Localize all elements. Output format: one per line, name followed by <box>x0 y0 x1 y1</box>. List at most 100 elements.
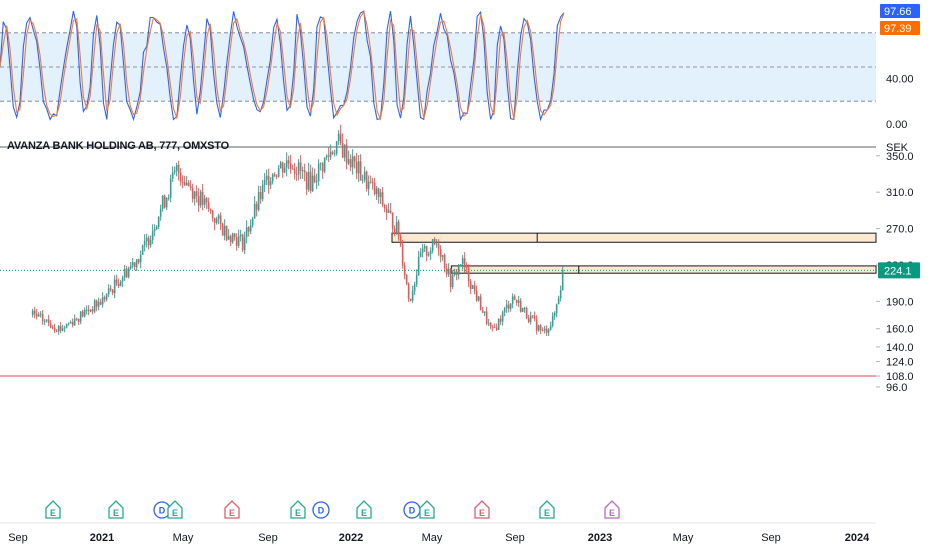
candle <box>193 191 196 206</box>
earnings-marker[interactable]: E <box>474 500 490 519</box>
candle-body <box>305 172 308 190</box>
candle <box>359 154 362 181</box>
candle <box>171 166 174 182</box>
candle <box>331 150 334 155</box>
candle-body <box>369 181 372 183</box>
candle-body <box>535 319 538 331</box>
candle-body <box>409 298 412 301</box>
k-value-badge-bg <box>880 4 920 18</box>
candle <box>127 266 130 279</box>
candle-body <box>259 192 262 200</box>
candle <box>129 261 132 270</box>
candle <box>343 144 346 162</box>
candle <box>285 152 288 177</box>
candle <box>515 299 518 306</box>
dividend-marker[interactable]: D <box>403 501 421 519</box>
candle-body <box>165 197 168 208</box>
candle-body <box>379 192 382 198</box>
earnings-marker[interactable]: E <box>356 500 372 519</box>
candle-body <box>359 161 362 181</box>
candle <box>61 324 64 332</box>
candle <box>237 229 240 249</box>
candle <box>463 252 466 273</box>
candle <box>217 213 220 225</box>
earnings-marker[interactable]: E <box>45 500 61 519</box>
candle <box>377 187 380 204</box>
candle-body <box>363 171 366 180</box>
oscillator-pane <box>0 10 876 122</box>
candle-body <box>159 208 162 217</box>
candle <box>39 311 42 318</box>
dividend-marker[interactable]: D <box>312 501 330 519</box>
candle <box>269 177 272 190</box>
candle <box>525 306 528 320</box>
candle <box>211 209 214 222</box>
earnings-marker[interactable]: E <box>167 500 183 519</box>
candle-body <box>407 283 410 299</box>
candle <box>553 311 556 320</box>
candle-body <box>289 163 292 169</box>
candle <box>533 311 536 322</box>
candle-body <box>75 318 78 320</box>
time-axis-label: Sep <box>8 532 28 544</box>
candle <box>103 295 106 303</box>
candle-body <box>525 308 528 319</box>
candle-body <box>87 309 90 312</box>
candle <box>497 318 500 331</box>
earnings-marker[interactable]: E <box>604 500 620 519</box>
candle <box>517 295 520 307</box>
earnings-marker-shape <box>604 500 620 519</box>
candle <box>279 160 282 169</box>
candle <box>243 231 246 255</box>
candle <box>303 163 306 182</box>
time-axis[interactable]: Sep 2021 May Sep 2022 May Sep 2023 May Sep 2024 <box>0 522 876 544</box>
earnings-marker[interactable]: E <box>419 500 435 519</box>
candle-body <box>555 304 558 314</box>
candle-body <box>393 228 396 235</box>
candle-body <box>431 239 434 251</box>
candle <box>369 175 372 184</box>
candle <box>545 325 548 336</box>
candle <box>543 325 546 334</box>
candle <box>183 175 186 187</box>
candle-body <box>367 181 370 189</box>
earnings-marker[interactable]: E <box>539 500 555 519</box>
candle-body <box>543 328 546 331</box>
candle-body <box>501 312 504 322</box>
candle-body <box>31 310 34 316</box>
candle-body <box>151 231 154 240</box>
candle-body <box>545 328 548 333</box>
candle <box>391 212 394 235</box>
earnings-marker[interactable]: E <box>224 500 240 519</box>
candle <box>427 251 430 257</box>
time-axis-label: May <box>422 532 443 544</box>
candle-body <box>465 267 468 269</box>
candle <box>295 166 298 181</box>
candle <box>273 172 276 178</box>
candle <box>259 186 262 204</box>
candle-body <box>233 233 236 238</box>
candle-body <box>83 309 86 317</box>
price-axis[interactable]: 350.0310.0270.0230.0190.0160.0140.0124.0… <box>876 4 920 394</box>
earnings-marker[interactable]: E <box>108 500 124 519</box>
candle-body <box>411 290 414 301</box>
candle-body <box>559 290 562 299</box>
candle <box>473 280 476 295</box>
candle <box>109 284 112 292</box>
candle <box>393 225 396 237</box>
candle <box>137 258 140 265</box>
earnings-marker[interactable]: E <box>290 500 306 519</box>
candle-body <box>189 186 192 188</box>
candle <box>363 166 366 183</box>
candle-body <box>155 226 158 230</box>
candle <box>131 257 134 269</box>
candle <box>389 202 392 214</box>
candle-body <box>243 237 246 251</box>
candle <box>111 288 114 296</box>
candle <box>323 157 326 174</box>
candle <box>557 295 560 305</box>
candle-body <box>85 309 88 311</box>
